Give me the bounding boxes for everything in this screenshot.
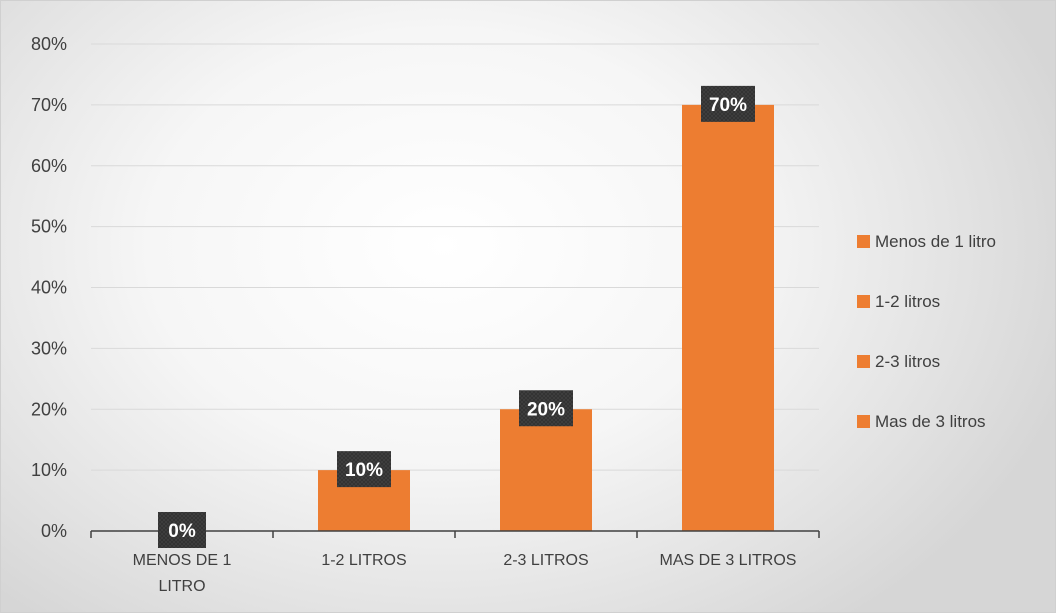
- x-category-label: 2-3 LITROS: [503, 552, 588, 569]
- bar: [500, 409, 592, 531]
- y-tick-label: 80%: [31, 34, 67, 54]
- x-axis-category-labels: MENOS DE 1 LITRO 1-2 LITROS 2-3 LITROS MAS D…: [133, 552, 797, 595]
- legend: Menos de 1 litro 1-2 litros 2-3 litros Mas …: [857, 232, 996, 431]
- data-label: 10%: [345, 460, 383, 481]
- y-tick-label: 30%: [31, 338, 67, 358]
- x-category-label: 1-2 LITROS: [321, 552, 406, 569]
- legend-swatch: [857, 295, 870, 308]
- legend-entry-label: 1-2 litros: [875, 292, 940, 311]
- legend-swatch: [857, 415, 870, 428]
- x-axis: [90, 530, 820, 538]
- data-label: 20%: [527, 399, 565, 420]
- data-label-box: [158, 512, 206, 548]
- data-label: 70%: [709, 95, 747, 116]
- legend-entry-label: Menos de 1 litro: [875, 232, 996, 251]
- legend-swatch: [857, 355, 870, 368]
- legend-entry-label: 2-3 litros: [875, 352, 940, 371]
- bars: [318, 104, 774, 531]
- y-tick-label: 10%: [31, 460, 67, 480]
- gridlines: [91, 43, 819, 471]
- y-axis-tick-labels: 0% 10% 20% 30% 40% 50% 60% 70% 80%: [31, 34, 67, 541]
- x-category-label: MAS DE 3 LITROS: [660, 552, 797, 569]
- y-tick-label: 60%: [31, 156, 67, 176]
- y-tick-label: 50%: [31, 217, 67, 237]
- data-label-box: [519, 390, 573, 427]
- y-tick-label: 20%: [31, 399, 67, 419]
- y-tick-label: 70%: [31, 95, 67, 115]
- data-label: 0%: [168, 521, 196, 542]
- x-category-label: MENOS DE 1 LITRO: [133, 552, 232, 595]
- legend-entry-label: Mas de 3 litros: [875, 412, 986, 431]
- y-tick-label: 0%: [41, 521, 67, 541]
- y-tick-label: 40%: [31, 278, 67, 298]
- data-label-box: [701, 85, 755, 122]
- data-labels: 0% 10% 20% 70%: [158, 85, 755, 548]
- legend-swatch: [857, 235, 870, 248]
- data-label-box: [337, 451, 391, 488]
- bar: [682, 104, 774, 531]
